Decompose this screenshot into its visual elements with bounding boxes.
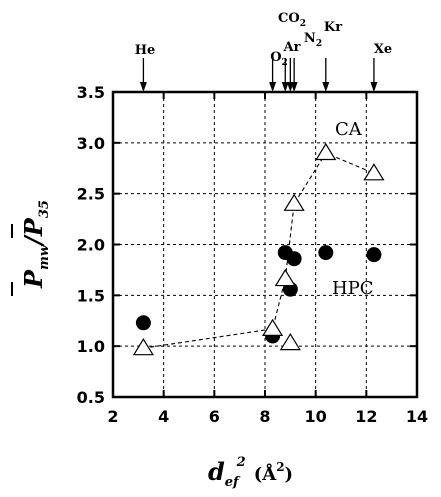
gas-label: Kr xyxy=(324,20,342,35)
y-tick-label: 3.5 xyxy=(77,83,105,102)
gas-markers: HeO2ArCO2N2KrXe xyxy=(135,11,392,92)
ca-point xyxy=(315,142,337,161)
gas-label: Ar xyxy=(283,40,301,55)
gas-arrow-head xyxy=(370,82,378,92)
x-tick-label: 8 xyxy=(259,407,270,426)
y-tick-label: 1.0 xyxy=(77,337,105,356)
series-label-hpc: HPC xyxy=(332,278,374,299)
series-lines xyxy=(143,152,375,349)
x-tick-label: 14 xyxy=(406,407,428,426)
gas-arrow-head xyxy=(281,82,289,92)
hpc-point xyxy=(135,315,151,331)
x-label-sub: ef xyxy=(225,475,241,490)
ca-point xyxy=(132,338,154,356)
ca-point xyxy=(262,318,284,336)
series-label-ca: CA xyxy=(335,119,363,140)
x-label-unit: (Å xyxy=(254,462,278,485)
hpc-point xyxy=(366,247,382,263)
gas-label: CO2 xyxy=(278,11,306,29)
y-tick-label: 2.0 xyxy=(77,236,105,255)
svg-text:Pmw/P35: Pmw/P35 xyxy=(19,200,52,289)
x-label-unit-sup: 2 xyxy=(276,460,284,474)
y-tick-label: 3.0 xyxy=(77,134,105,153)
y-tick-label: 0.5 xyxy=(77,388,105,407)
gas-label: He xyxy=(135,43,156,58)
gas-arrow-head xyxy=(322,82,330,92)
grid-lines xyxy=(113,92,417,397)
ca-dashed-line xyxy=(143,152,375,349)
gas-label: Xe xyxy=(374,42,392,57)
y-label-num: P xyxy=(19,269,48,289)
x-tick-label: 10 xyxy=(305,407,327,426)
y-tick-label: 2.5 xyxy=(77,185,105,204)
hpc-point xyxy=(286,251,302,267)
x-tick-label: 12 xyxy=(355,407,377,426)
data-points xyxy=(132,142,385,356)
y-label-slash: / xyxy=(19,234,48,247)
gas-arrow-head xyxy=(139,82,147,92)
y-label-den-sub: 35 xyxy=(37,200,52,218)
ca-point xyxy=(274,268,296,287)
hpc-point xyxy=(318,245,334,261)
x-label-main: d xyxy=(208,457,225,486)
ca-point xyxy=(283,193,305,211)
ca-point xyxy=(279,332,301,351)
y-label-den: P xyxy=(19,217,48,237)
ca-point xyxy=(363,163,385,181)
x-tick-label: 2 xyxy=(107,407,118,426)
x-axis-label: def2(Å2) xyxy=(208,455,293,490)
x-tick-label: 6 xyxy=(209,407,220,426)
gas-label: N2 xyxy=(304,31,322,49)
x-label-sup: 2 xyxy=(236,455,246,470)
axis-ticks: 2 4 6 8 10 12 14 0.5 1.0 1.5 2.0 2.5 3.0 3.5 xyxy=(77,83,428,426)
x-tick-label: 4 xyxy=(158,407,169,426)
gas-arrow-head xyxy=(290,82,298,92)
y-tick-label: 1.5 xyxy=(77,286,105,305)
x-label-unit-close: ) xyxy=(285,464,294,485)
gas-arrow-head xyxy=(269,82,277,92)
y-label-num-sub: mw xyxy=(37,244,52,270)
y-axis-label: Pmw/P35 xyxy=(11,200,52,296)
